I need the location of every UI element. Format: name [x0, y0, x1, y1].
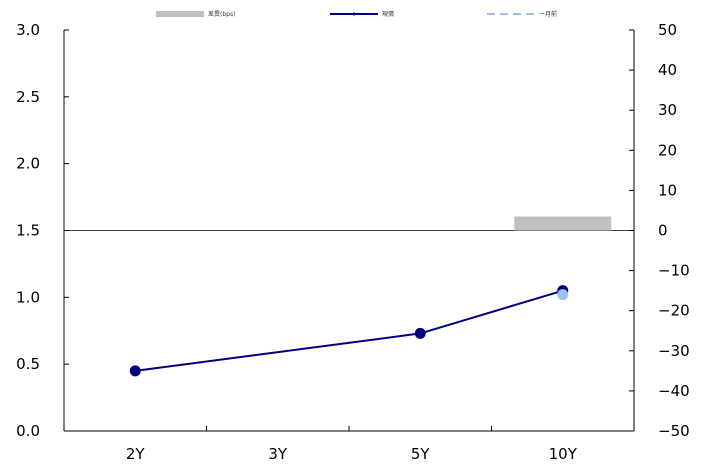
y-right-tick-label: 40: [658, 61, 677, 79]
y-right-tick-label: −20: [658, 302, 690, 320]
y-right-tick-label: −40: [658, 382, 690, 400]
bar-10Y: [514, 216, 612, 231]
x-axis: 2Y 3Y 5Y 10Y: [64, 426, 634, 463]
y-right-tick-label: −30: [658, 342, 690, 360]
y-right-tick-label: 50: [658, 21, 677, 39]
y-right-tick-label: 10: [658, 181, 677, 199]
x-tick-label: 3Y: [268, 445, 288, 463]
y-right-tick-label: −50: [658, 422, 690, 440]
legend-label: 差異(bps): [208, 10, 235, 18]
y-right-tick-label: 20: [658, 141, 677, 159]
point-10Y: [557, 289, 569, 301]
y-right-tick-label: 30: [658, 101, 677, 119]
series-line: [135, 289, 564, 372]
y-left-tick-label: 0.0: [16, 422, 40, 440]
x-tick-label: 5Y: [411, 445, 431, 463]
legend-swatch-bar: [156, 11, 204, 17]
legend: 差異(bps) 現價 一月前: [156, 10, 557, 18]
y-left-tick-label: 1.5: [16, 222, 40, 240]
legend-swatch-marker: [352, 12, 356, 16]
y-left-tick-label: 0.5: [16, 355, 40, 373]
x-tick-label: 2Y: [126, 445, 146, 463]
point-5Y: [414, 327, 426, 339]
y-right-tick-label: −10: [658, 262, 690, 280]
legend-label: 一月前: [539, 10, 557, 18]
legend-label: 現價: [382, 10, 394, 18]
point-2Y: [129, 365, 141, 377]
y-left-tick-label: 3.0: [16, 21, 40, 39]
y-axis-right: −50 −40 −30 −20 −10 0 10 20 30 40 50: [629, 21, 690, 440]
y-right-tick-label: 0: [658, 222, 668, 240]
y-left-tick-label: 2.0: [16, 155, 40, 173]
y-left-tick-label: 2.5: [16, 88, 40, 106]
plot-area: [64, 216, 634, 377]
y-axis-left: 0.0 0.5 1.0 1.5 2.0 2.5 3.0: [16, 21, 69, 440]
x-tick-label: 10Y: [549, 445, 578, 463]
y-left-tick-label: 1.0: [16, 288, 40, 306]
